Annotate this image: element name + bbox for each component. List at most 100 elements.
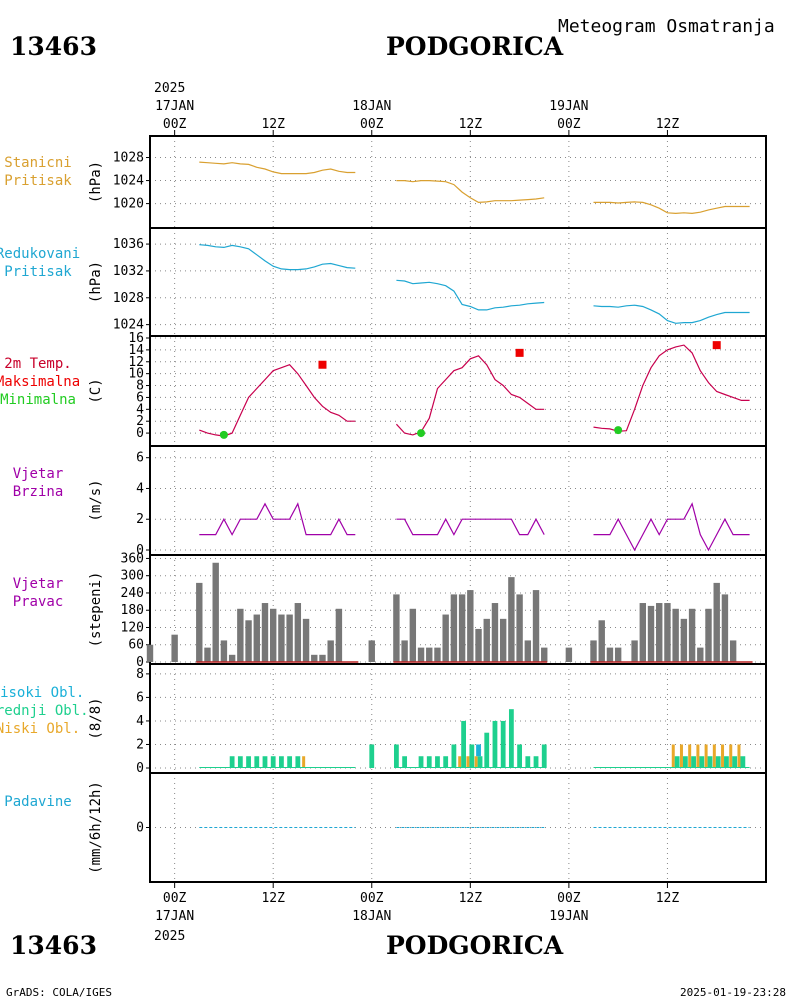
wind-direction-bar [647,605,655,662]
wind-direction-bar [335,608,343,662]
wind-direction-bar [204,647,211,662]
wind-direction-bar [458,594,466,662]
mid-cloud-bar [237,756,243,768]
mid-cloud-bar [477,756,483,768]
wind-direction-bar [639,603,646,662]
time-tick-label-bottom: 00Z [557,891,581,906]
wind-direction-bar [475,628,482,662]
wind-direction-bar [467,590,474,662]
mid-cloud-bar [461,720,467,768]
mid-cloud-bar [707,756,713,768]
panel-label: Niski Obl. [0,721,80,737]
mid-cloud-bar [525,756,531,768]
wind-direction-bar [442,614,449,662]
panel-frame [149,445,767,556]
y-tick-label: 0 [136,655,144,670]
wind-direction-bar [171,634,178,662]
y-tick-label: 1028 [113,291,144,306]
station-name-bottom: PODGORICA [386,931,564,960]
y-tick-label: 14 [128,343,144,358]
panel-label: Pritisak [4,173,72,189]
series-line [396,517,545,536]
wind-direction-bar [228,654,236,662]
y-axis-label: (hPa) [88,161,104,203]
low-cloud-bar [696,744,700,768]
time-tick-label-top: 00Z [163,117,187,132]
series-line [593,201,750,215]
time-tick-label-top: 00Z [360,117,384,132]
y-tick-label: 10 [128,367,144,382]
series-line [396,279,545,311]
mid-cloud-bar [740,756,746,768]
wind-direction-bar [426,647,433,662]
wind-direction-bar [311,654,318,662]
mid-cloud-bar [533,756,539,768]
wind-direction-bar [270,608,277,662]
wind-direction-bar [302,618,310,662]
mid-cloud-bar [500,720,506,768]
mid-cloud-bar [541,744,547,768]
wind-direction-bar [368,640,375,662]
y-tick-label: 60 [128,638,144,653]
time-tick-label-top: 12Z [459,117,483,132]
y-tick-label: 0 [136,543,144,558]
mid-cloud-bar [262,756,268,768]
y-tick-label: 240 [121,586,144,601]
wind-direction-bar [212,562,219,662]
mid-cloud-bar [369,744,375,768]
y-axis-label: (mm/6h/12h) [88,781,104,874]
wind-direction-bar [532,590,540,662]
station-id-top: 13463 [10,32,97,61]
y-tick-label: 2 [136,512,144,527]
chart-title: Meteogram Osmatranja [558,16,775,37]
wind-direction-bar [541,647,548,662]
mid-cloud-bar [279,756,284,768]
bottom-year: 2025 [154,929,185,944]
y-axis-label: (m/s) [88,479,104,521]
wind-direction-bar [499,618,507,662]
wind-direction-bar [590,640,597,662]
wind-direction-bar [705,608,712,662]
y-tick-label: 2 [136,414,144,429]
temp-min-marker [417,429,426,438]
wind-direction-bar [319,654,326,662]
mid-cloud-bar [229,756,235,768]
mid-cloud-bar [469,744,475,768]
wind-direction-bar [483,618,490,662]
mid-cloud-bar [402,756,408,768]
y-tick-label: 4 [136,402,144,417]
temp-max-marker [515,348,524,357]
y-tick-label: 6 [136,690,144,705]
panel-label: Stanicni [4,155,71,171]
mid-cloud-bar [270,756,276,768]
time-axes-layer: 00Z 00Z 12Z 12Z 00Z 00Z 12Z 12Z 00Z 00Z 12Z 12Z 17JA… [155,99,679,924]
mid-cloud-bar [246,756,251,768]
low-cloud-bar [688,744,692,768]
wind-direction-bar [409,608,417,662]
panel-label: Minimalna [0,392,76,408]
low-cloud-bar [704,744,708,768]
wind-direction-bar [631,640,638,662]
low-cloud-bar [679,744,683,768]
time-tick-label-top: 00Z [557,117,581,132]
panel-label: Redukovani [0,246,80,262]
wind-direction-bar [237,608,244,662]
y-tick-label: 1020 [113,197,144,212]
wind-direction-bar [598,620,605,662]
mid-cloud-bar [435,756,440,768]
panel-label: Padavine [4,794,71,810]
mid-cloud-bar [715,756,721,768]
panel-label: 2m Temp. [4,356,71,372]
wind-direction-bar [565,647,573,662]
wind-direction-bar [680,618,688,662]
date-label-bottom: 18JAN [352,909,391,924]
low-cloud-bar [737,744,741,768]
wind-direction-bar [491,603,499,662]
station-id-bottom: 13463 [10,931,97,960]
series-line [199,363,356,437]
y-tick-label: 360 [121,551,144,566]
mid-cloud-bar [418,756,424,768]
low-cloud-bar [671,744,675,768]
y-tick-label: 6 [136,451,144,466]
wind-direction-bar [516,594,523,662]
